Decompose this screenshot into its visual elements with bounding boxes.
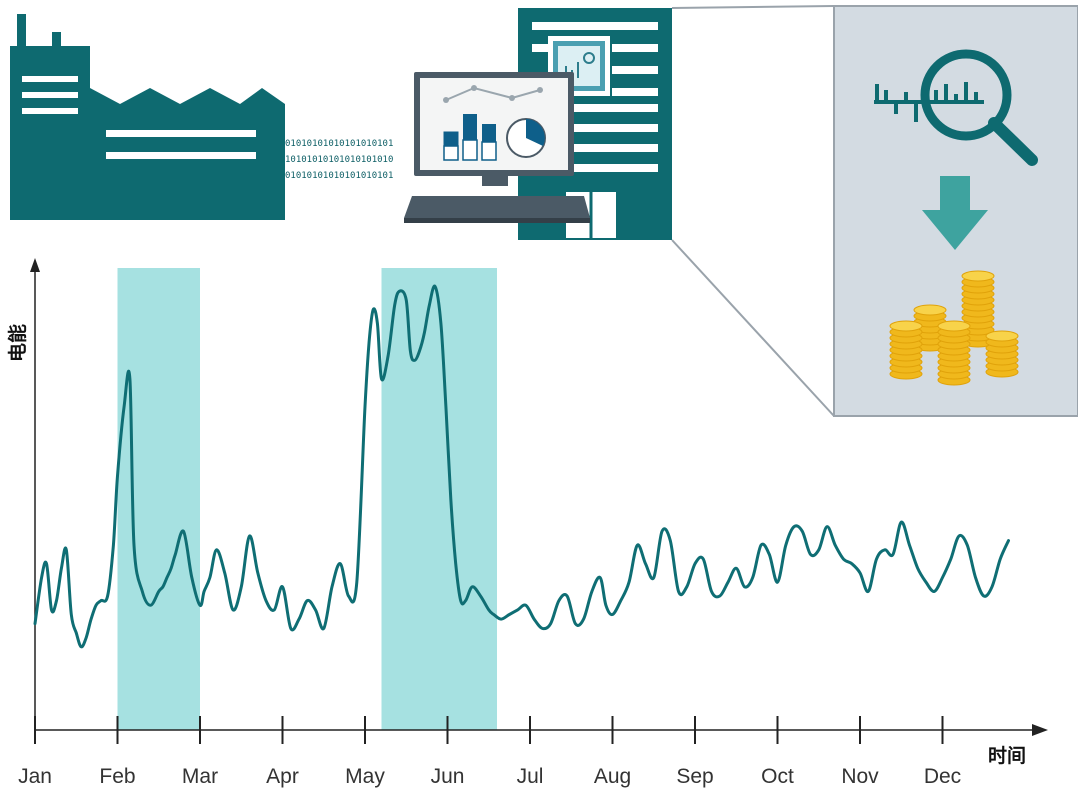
x-axis-label: 时间 [988,745,1026,767]
x-tick-label: Oct [761,765,794,788]
x-tick-label: Jan [18,765,52,788]
x-axis [35,724,1048,736]
y-axis-label: 电能 [6,324,29,362]
coin [985,330,1019,342]
x-tick-label: Nov [841,765,879,788]
bits-row: 01010101010101010101 [285,171,393,181]
computer-icon [404,72,590,223]
x-tick-label: Jun [431,765,465,788]
coin [889,320,923,332]
factory-icon [10,14,285,220]
highlight-band [117,268,200,730]
coin [913,304,947,316]
x-ticks [34,716,944,744]
highlight-bands [117,268,497,730]
x-tick-label: Mar [182,765,218,788]
x-tick-label: Apr [266,765,299,788]
y-axis [30,258,40,730]
x-tick-label: Sep [676,765,713,788]
binary-stream: 01010101010101010101 1010101010101010101… [285,139,393,181]
bits-row: 10101010101010101010 [285,155,393,165]
y-axis-arrow-icon [30,258,40,272]
x-tick-label: Feb [99,765,135,788]
down-arrow-icon [922,176,988,250]
highlight-band [381,268,497,730]
x-tick-label: May [345,765,385,788]
x-tick-label: Dec [924,765,961,788]
coins-icon [889,270,1019,386]
coin [937,320,971,332]
x-tick-label: Aug [594,765,631,788]
x-tick-label: Jul [517,765,544,788]
bits-row: 01010101010101010101 [285,139,393,149]
zoom-connector [671,5,835,417]
x-tick-labels: Jan Feb Mar Apr May Jun Jul Aug Sep Oct Nov Dec [18,765,961,788]
coin [961,270,995,282]
x-axis-arrow-icon [1032,724,1048,736]
analytics-magnifier-icon [874,49,1038,166]
series-line [33,284,1010,649]
